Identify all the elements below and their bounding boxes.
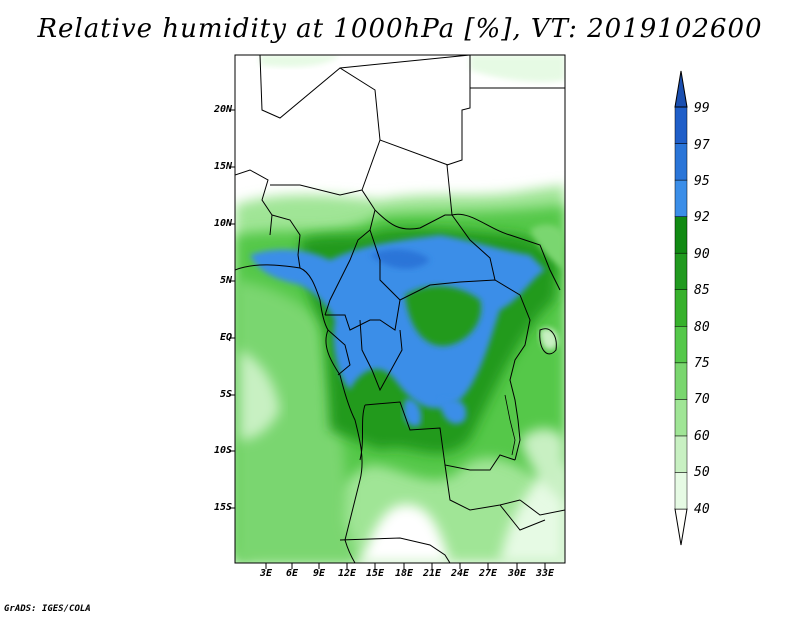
lon-label-6e: 6E	[285, 568, 299, 579]
colorbar-arrow-low	[674, 508, 688, 546]
lat-ticks	[229, 109, 235, 509]
colorbar-swatch	[674, 252, 688, 290]
lon-label-15e: 15E	[365, 568, 385, 579]
colorbar-label-85: 85	[694, 283, 710, 298]
colorbar-swatch	[674, 216, 688, 254]
footer-credit: GrADS: IGES/COLA	[4, 604, 91, 614]
colorbar-swatch	[674, 435, 688, 473]
colorbar-swatch	[674, 326, 688, 364]
lat-label-15n: 15N	[213, 161, 232, 172]
colorbar-label-75: 75	[694, 356, 710, 371]
colorbar-label-95: 95	[694, 174, 710, 189]
colorbar-label-40: 40	[694, 502, 710, 517]
lat-label-eq: EQ	[219, 332, 232, 343]
lon-label-24e: 24E	[450, 568, 470, 579]
lat-label-15s: 15S	[213, 502, 232, 513]
country-borders	[235, 55, 565, 563]
colorbar-label-70: 70	[694, 392, 710, 407]
lat-label-10s: 10S	[213, 445, 232, 456]
lon-label-30e: 30E	[507, 568, 527, 579]
colorbar-swatch	[674, 106, 688, 144]
colorbar-swatch	[674, 289, 688, 327]
lat-label-20n: 20N	[213, 104, 232, 115]
colorbar-label-90: 90	[694, 247, 710, 262]
colorbar-swatch	[674, 179, 688, 217]
map-title: Relative humidity at 1000hPa [%], VT: 20…	[37, 14, 763, 44]
lat-label-10n: 10N	[213, 218, 232, 229]
plot-frame	[234, 54, 566, 564]
lon-label-27e: 27E	[478, 568, 498, 579]
lon-label-21e: 21E	[422, 568, 442, 579]
colorbar-label-80: 80	[694, 320, 710, 335]
colorbar-swatch	[674, 143, 688, 181]
colorbar-label-99: 99	[694, 101, 710, 116]
lon-label-18e: 18E	[394, 568, 414, 579]
lon-label-33e: 33E	[535, 568, 555, 579]
lon-label-9e: 9E	[312, 568, 326, 579]
lat-label-5s: 5S	[219, 389, 232, 400]
lon-label-3e: 3E	[259, 568, 273, 579]
colorbar-swatch	[674, 362, 688, 400]
colorbar-label-92: 92	[694, 210, 710, 225]
colorbar-swatch	[674, 472, 688, 510]
colorbar-label-97: 97	[694, 138, 710, 153]
colorbar-label-50: 50	[694, 465, 710, 480]
colorbar-arrow-high	[674, 70, 688, 108]
colorbar-swatch	[674, 399, 688, 437]
colorbar-label-60: 60	[694, 429, 710, 444]
humidity-field	[235, 55, 565, 563]
lon-ticks	[265, 563, 546, 569]
colorbar	[674, 70, 688, 546]
lat-label-5n: 5N	[219, 275, 232, 286]
lon-label-12e: 12E	[337, 568, 357, 579]
